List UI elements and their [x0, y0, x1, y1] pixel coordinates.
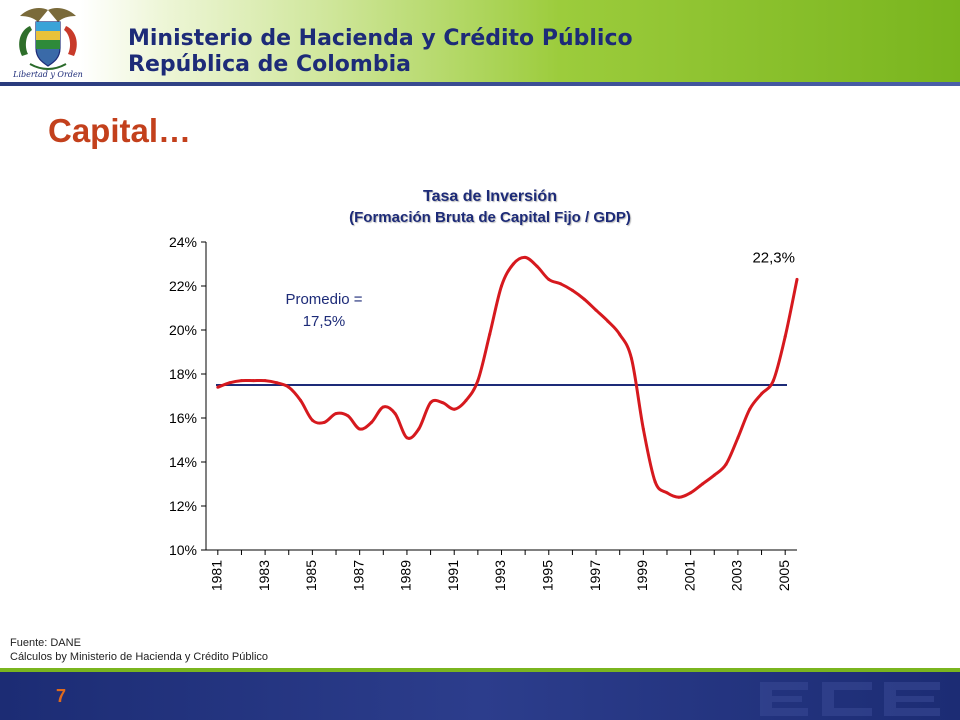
data-point: [712, 473, 716, 477]
x-tick-label: 1985: [303, 560, 319, 591]
data-point: [251, 379, 255, 383]
x-tick-label: 2001: [681, 560, 697, 591]
data-point: [417, 427, 421, 431]
data-point: [523, 255, 527, 259]
data-point: [511, 262, 515, 266]
data-point: [287, 385, 291, 389]
calculation-note: Cálculos by Ministerio de Hacienda y Cré…: [10, 651, 269, 663]
data-point: [405, 436, 409, 440]
data-point: [263, 379, 267, 383]
data-point: [700, 482, 704, 486]
data-point: [393, 412, 397, 416]
data-point: [322, 420, 326, 424]
x-tick-label: 2005: [776, 560, 792, 591]
x-tick-label: 1993: [492, 560, 508, 591]
chart-title: Tasa de Inversión: [423, 188, 557, 205]
data-point: [500, 284, 503, 288]
data-point: [665, 491, 669, 495]
x-tick-label: 1989: [398, 560, 414, 591]
x-tick-label: 1981: [209, 560, 225, 591]
data-point: [795, 277, 799, 281]
data-point: [570, 288, 574, 292]
x-tick-label: 1995: [539, 560, 555, 591]
data-point: [594, 308, 598, 312]
data-point: [547, 277, 551, 281]
y-tick-label: 22%: [169, 278, 197, 294]
y-tick-label: 24%: [169, 234, 197, 250]
slide-title: Capital…: [48, 112, 192, 149]
y-tick-label: 12%: [169, 498, 197, 514]
svg-text:Libertad y Orden: Libertad y Orden: [12, 70, 83, 79]
x-tick-label: 1983: [256, 560, 272, 591]
y-tick-label: 10%: [169, 542, 197, 558]
source-line: Fuente: DANE: [10, 637, 81, 649]
republic-name: República de Colombia: [128, 52, 411, 77]
data-point: [216, 385, 220, 389]
ministry-name: Ministerio de Hacienda y Crédito Público: [128, 26, 633, 51]
data-point: [582, 297, 586, 301]
chart-subtitle: (Formación Bruta de Capital Fijo / GDP): [349, 209, 631, 226]
data-point: [275, 381, 279, 385]
data-point: [606, 319, 610, 323]
y-tick-label: 14%: [169, 454, 197, 470]
data-point: [535, 264, 539, 268]
average-label: Promedio =: [285, 291, 362, 308]
data-point: [559, 282, 563, 286]
data-point: [771, 379, 775, 383]
data-point: [358, 427, 362, 431]
data-point: [334, 412, 338, 416]
data-point: [310, 418, 314, 422]
footer-watermark-logo: [760, 682, 940, 716]
data-point: [299, 398, 303, 402]
x-tick-label: 1991: [445, 560, 461, 591]
x-tick-label: 1997: [587, 560, 603, 591]
data-point: [677, 495, 681, 499]
page-number: 7: [56, 686, 67, 706]
data-point: [724, 462, 728, 466]
data-point: [464, 398, 468, 402]
investment-rate-line: [217, 255, 799, 499]
y-tick-label: 16%: [169, 410, 197, 426]
header-divider: [0, 82, 960, 86]
data-point: [488, 332, 492, 336]
data-point: [369, 420, 373, 424]
data-point: [653, 480, 657, 484]
header-bar: [0, 0, 960, 82]
data-point: [618, 332, 622, 336]
data-point: [689, 491, 693, 495]
y-tick-label: 18%: [169, 366, 197, 382]
data-point: [748, 407, 752, 411]
data-point: [641, 427, 645, 431]
x-tick-label: 1999: [634, 560, 650, 591]
data-point: [760, 392, 764, 396]
coat-of-arms-logo: Libertad y Orden: [12, 8, 83, 79]
data-point: [783, 335, 787, 339]
data-point: [440, 401, 444, 405]
data-point: [228, 381, 232, 385]
data-point: [381, 405, 385, 409]
data-point: [452, 407, 456, 411]
data-point: [346, 414, 350, 418]
end-value-annotation: 22,3%: [752, 249, 795, 266]
data-point: [429, 401, 433, 405]
x-tick-label: 1987: [350, 560, 366, 591]
average-value: 17,5%: [303, 313, 346, 330]
y-tick-label: 20%: [169, 322, 197, 338]
x-tick-label: 2003: [729, 560, 745, 591]
footer-divider: [0, 668, 960, 672]
data-point: [239, 379, 243, 383]
data-point: [630, 357, 634, 361]
data-point: [736, 436, 740, 440]
data-point: [476, 379, 480, 383]
